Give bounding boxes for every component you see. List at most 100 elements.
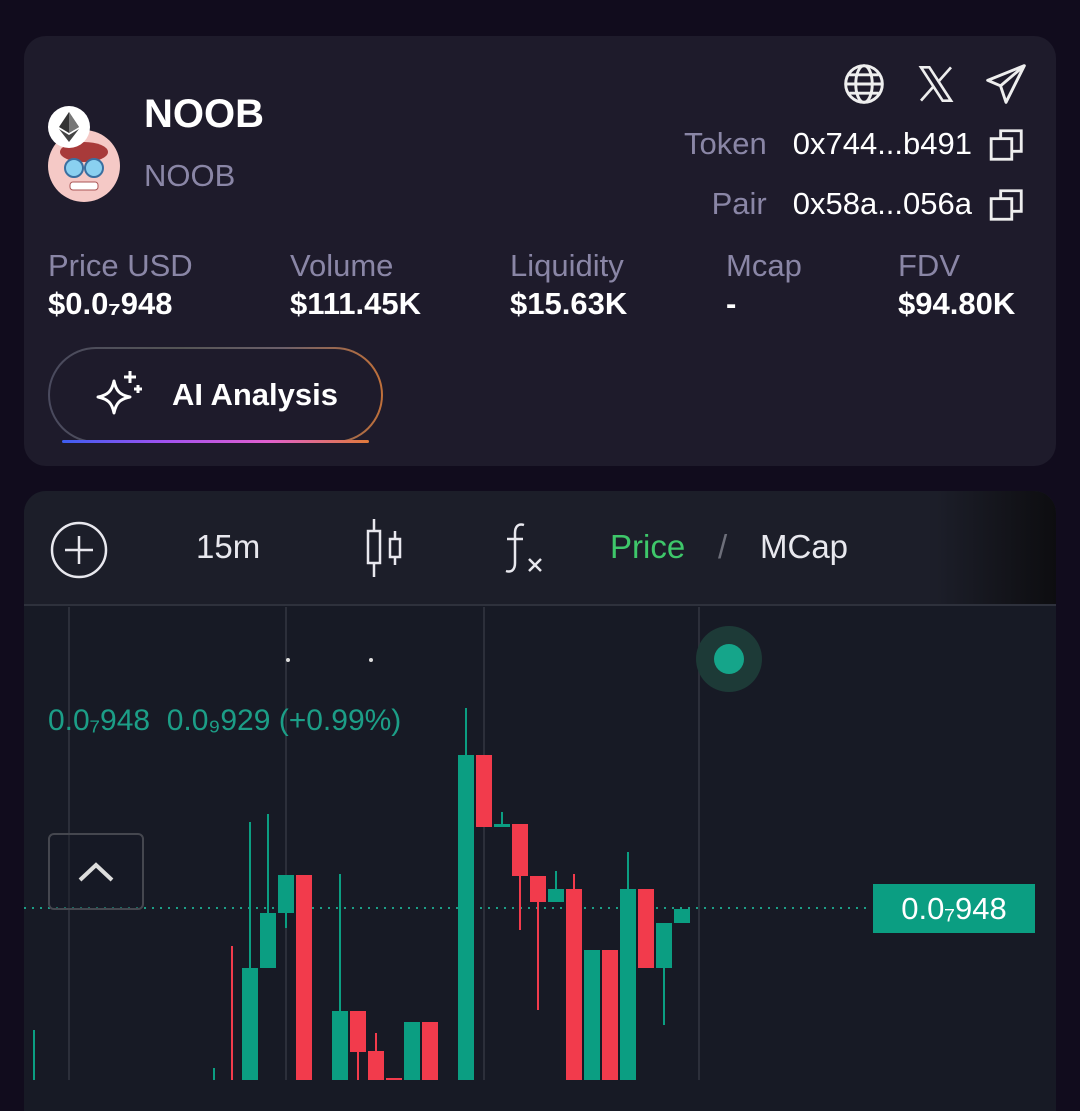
marker-dot xyxy=(369,658,373,662)
candle xyxy=(494,812,510,827)
candle-body xyxy=(458,755,474,1080)
token-address-label: Token xyxy=(684,126,767,161)
candle-body xyxy=(350,1011,366,1052)
stat-label: Liquidity xyxy=(510,248,624,283)
candle-body xyxy=(584,950,600,1080)
token-header-card: NOOB NOOB Token 0x744...b491 Pair 0x58a.… xyxy=(24,36,1056,466)
token-symbol: NOOB xyxy=(144,158,236,193)
candle-body xyxy=(674,909,690,923)
mcap-toggle[interactable]: MCap xyxy=(760,528,849,565)
candle xyxy=(548,871,564,902)
price-toggle[interactable]: Price xyxy=(610,528,686,565)
candle xyxy=(584,950,600,1080)
candle xyxy=(296,875,312,1080)
stat-fdv: FDV $94.80K xyxy=(898,248,1015,322)
stat-liquidity: Liquidity $15.63K xyxy=(510,248,627,322)
candle xyxy=(350,1011,366,1080)
stat-value: $111.45K xyxy=(290,286,422,321)
candle xyxy=(530,876,546,1010)
ai-analysis-label: AI Analysis xyxy=(172,377,338,412)
candle-body xyxy=(278,875,294,913)
stat-label: FDV xyxy=(898,248,960,283)
candle xyxy=(33,1030,35,1080)
candle-body xyxy=(530,876,546,902)
token-address-value: 0x744...b491 xyxy=(792,126,972,161)
x-icon[interactable] xyxy=(916,64,956,104)
candle xyxy=(332,874,348,1080)
toolbar-fade xyxy=(936,491,1056,604)
candle-body xyxy=(404,1022,420,1080)
collapse-button[interactable] xyxy=(48,833,144,910)
candle xyxy=(656,923,672,1025)
candle-body xyxy=(512,824,528,876)
candle xyxy=(404,1022,420,1080)
candle-body xyxy=(296,875,312,1080)
ethereum-icon xyxy=(48,106,90,148)
candle xyxy=(458,708,474,1080)
candle xyxy=(260,814,276,968)
add-indicator-icon[interactable] xyxy=(50,521,108,579)
sparkle-icon xyxy=(90,367,146,423)
pair-address-row: Pair 0x58a...056a xyxy=(712,186,972,222)
candle xyxy=(512,824,528,930)
candle xyxy=(242,822,258,1080)
candle-body xyxy=(332,1011,348,1080)
stat-label: Price USD xyxy=(48,248,193,283)
chart-card: 15m Price / MCap xyxy=(24,491,1056,1111)
copy-pair-icon[interactable] xyxy=(988,186,1026,224)
stat-label: Mcap xyxy=(726,248,802,283)
candlestick-chart[interactable] xyxy=(0,0,1080,1080)
interval-selector[interactable]: 15m xyxy=(196,528,261,565)
token-address-row: Token 0x744...b491 xyxy=(684,126,972,162)
candle-body xyxy=(566,889,582,1080)
candle xyxy=(602,950,618,1080)
stat-value: - xyxy=(726,286,737,321)
candle-body xyxy=(494,824,510,827)
candle xyxy=(566,874,582,1080)
live-indicator xyxy=(696,626,762,692)
marker-dot xyxy=(286,658,290,662)
candle xyxy=(620,852,636,1080)
stat-mcap: Mcap - xyxy=(726,248,802,322)
candle-body xyxy=(548,889,564,902)
stat-value: $94.80K xyxy=(898,286,1016,321)
chevron-up-icon xyxy=(78,861,114,881)
stat-value: $0.0₇948 xyxy=(48,286,173,321)
candle-body xyxy=(638,889,654,968)
pair-address-value: 0x58a...056a xyxy=(792,186,972,221)
last-price-label: 0.0₇948 xyxy=(873,884,1035,933)
stat-volume: Volume $111.45K xyxy=(290,248,421,322)
candle xyxy=(213,1068,215,1080)
telegram-icon[interactable] xyxy=(984,62,1028,106)
copy-token-icon[interactable] xyxy=(988,126,1026,164)
function-indicator-icon[interactable] xyxy=(502,521,550,577)
ohlc-legend: 0.0₇948 0.0₉929 (+0.99%) xyxy=(48,704,402,737)
chart-toolbar: 15m Price / MCap xyxy=(24,491,1056,606)
globe-icon[interactable] xyxy=(842,62,886,106)
candle xyxy=(368,1033,384,1080)
stat-price: Price USD $0.0₇948 xyxy=(48,248,193,322)
candle-body xyxy=(656,923,672,968)
candlestick-icon[interactable] xyxy=(364,517,406,579)
candle-body xyxy=(386,1078,402,1080)
candle xyxy=(422,1022,438,1080)
candle-body xyxy=(242,968,258,1080)
candle xyxy=(674,909,690,923)
candle xyxy=(231,946,233,1080)
stat-label: Volume xyxy=(290,248,394,283)
candle xyxy=(278,875,294,928)
candles xyxy=(33,708,690,1080)
candle-body xyxy=(260,913,276,968)
candle xyxy=(638,889,654,968)
candle-body xyxy=(368,1051,384,1080)
candle-body xyxy=(620,889,636,1080)
ai-analysis-button[interactable]: AI Analysis xyxy=(48,347,383,443)
token-name: NOOB xyxy=(144,92,264,136)
candle-body xyxy=(476,755,492,827)
candle-body xyxy=(422,1022,438,1080)
candle-body xyxy=(602,950,618,1080)
candle xyxy=(386,1078,402,1080)
candle xyxy=(476,755,492,827)
chart-grid xyxy=(24,607,870,1080)
pair-address-label: Pair xyxy=(711,186,767,221)
